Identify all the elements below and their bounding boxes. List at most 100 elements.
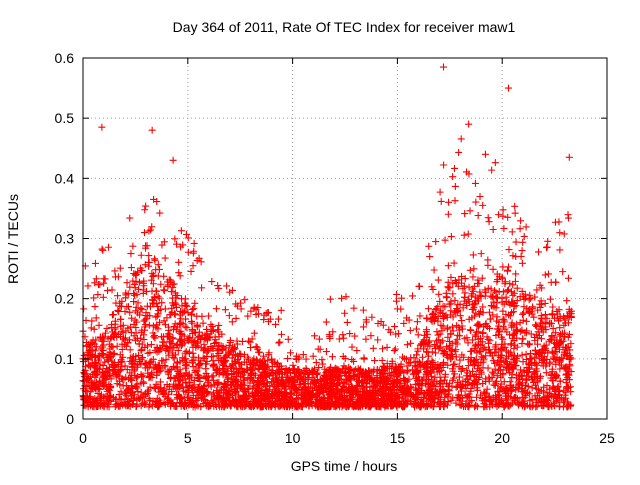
data-point (535, 394, 543, 402)
data-point (564, 274, 572, 282)
data-point (508, 340, 516, 348)
data-point (423, 333, 431, 341)
data-point (135, 285, 143, 293)
data-point (247, 344, 255, 352)
data-point (185, 375, 193, 383)
data-point (552, 360, 560, 368)
data-point (451, 276, 459, 284)
data-point (400, 374, 408, 382)
data-point (425, 376, 433, 384)
data-point (447, 233, 455, 241)
data-point (468, 314, 476, 322)
data-point (226, 288, 234, 296)
data-point (484, 214, 492, 222)
data-point (493, 278, 501, 286)
data-point (154, 261, 162, 269)
data-point (130, 367, 138, 375)
data-point (98, 245, 106, 253)
data-point (440, 161, 448, 169)
data-point (249, 376, 257, 384)
data-point (278, 365, 286, 373)
data-point (118, 375, 126, 383)
data-point (131, 356, 139, 364)
data-point (194, 388, 202, 396)
data-point (479, 201, 487, 209)
data-point (341, 355, 349, 363)
data-point (471, 179, 479, 187)
data-point (218, 330, 226, 338)
data-point (346, 365, 354, 373)
data-point (244, 384, 252, 392)
data-point (447, 273, 455, 281)
data-point (136, 311, 144, 319)
data-point (559, 268, 567, 276)
data-point (564, 312, 572, 320)
data-point (499, 263, 507, 271)
data-point (518, 259, 526, 267)
data-point (134, 387, 142, 395)
data-point (225, 342, 233, 350)
data-point (193, 321, 201, 329)
data-point (153, 371, 161, 379)
data-point (455, 148, 463, 156)
x-tick-label: 15 (390, 430, 406, 446)
data-point (550, 355, 558, 363)
data-point (536, 281, 544, 289)
data-point (232, 397, 240, 405)
data-point (551, 218, 559, 226)
data-point (137, 304, 145, 312)
data-point (96, 361, 104, 369)
data-point (264, 379, 272, 387)
data-point (269, 375, 277, 383)
data-point (265, 351, 273, 359)
data-point (520, 232, 528, 240)
data-point (431, 313, 439, 321)
data-point (153, 365, 161, 373)
data-point (393, 383, 401, 391)
data-point (476, 193, 484, 201)
data-point (508, 228, 516, 236)
data-point (495, 327, 503, 335)
data-point (121, 308, 129, 316)
data-point (563, 371, 571, 379)
data-point (124, 339, 132, 347)
data-point (501, 343, 509, 351)
data-point (507, 401, 515, 409)
data-points (79, 63, 575, 411)
data-point (88, 317, 96, 325)
data-point (526, 350, 534, 358)
data-point (411, 403, 419, 411)
data-point (560, 332, 568, 340)
data-point (519, 388, 527, 396)
data-point (154, 361, 162, 369)
data-point (123, 366, 131, 374)
data-point (392, 297, 400, 305)
data-point (291, 397, 299, 405)
data-point (172, 341, 180, 349)
data-point (234, 384, 242, 392)
data-point (474, 211, 482, 219)
data-point (461, 275, 469, 283)
data-point (446, 311, 454, 319)
data-point (160, 238, 168, 246)
data-point (219, 386, 227, 394)
data-point (556, 246, 564, 254)
data-point (328, 353, 336, 361)
x-tick-label: 25 (599, 430, 615, 446)
data-point (108, 333, 116, 341)
data-point (525, 341, 533, 349)
data-point (173, 303, 181, 311)
data-point (449, 365, 457, 373)
data-point (91, 303, 99, 311)
data-point (343, 318, 351, 326)
data-point (502, 385, 510, 393)
data-point (393, 402, 401, 410)
data-point (127, 250, 135, 258)
data-point (114, 400, 122, 408)
data-point (407, 384, 415, 392)
data-point (386, 385, 394, 393)
data-point (103, 365, 111, 373)
data-point (91, 347, 99, 355)
data-point (99, 373, 107, 381)
data-point (298, 403, 306, 411)
